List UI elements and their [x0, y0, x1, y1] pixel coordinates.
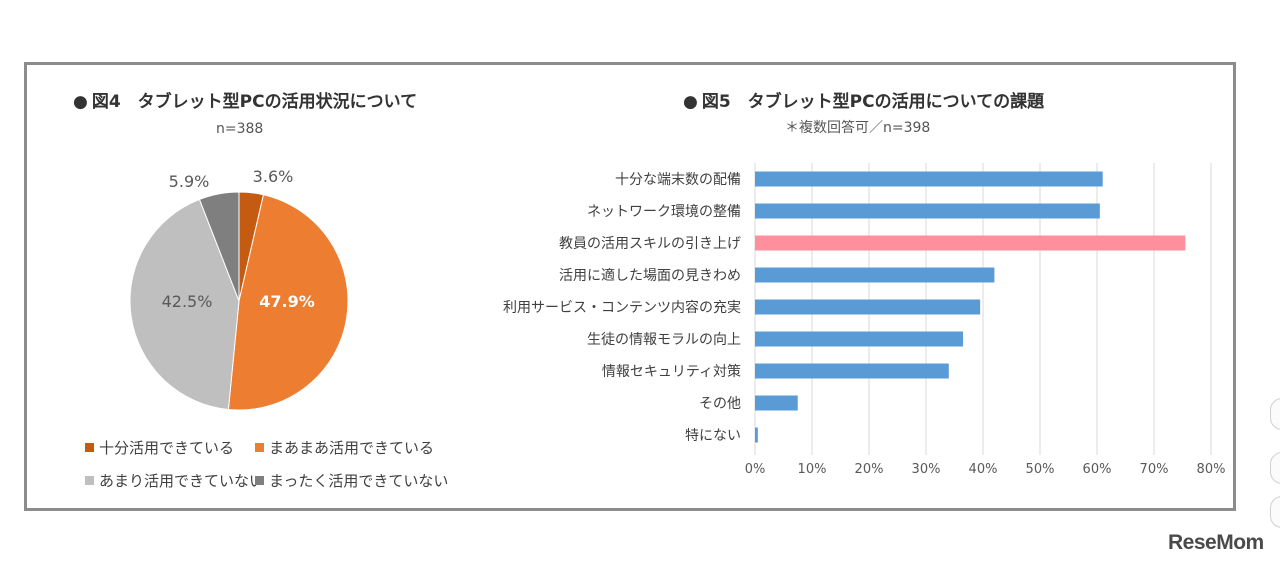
bar-title-text: 図5 タブレット型PCの活用についての課題 — [701, 92, 1045, 112]
bar — [755, 427, 758, 443]
bar — [755, 235, 1186, 251]
x-tick-label: 10% — [798, 462, 827, 477]
legend-label: 十分活用できている — [99, 439, 235, 457]
bar-chart-title: ● 図5 タブレット型PCの活用についての課題 — [683, 87, 1044, 112]
pie-data-label: 5.9% — [169, 172, 210, 191]
y-category-label: 生徒の情報モラルの向上 — [587, 332, 741, 348]
bar — [755, 171, 1103, 187]
x-tick-label: 50% — [1026, 462, 1055, 477]
chart-frame: ● 図4 タブレット型PCの活用状況について n=388 ● 図5 タブレット型PC… — [24, 62, 1236, 511]
legend-item: まあまあ活用できている — [255, 437, 434, 458]
bar — [755, 395, 798, 411]
bar — [755, 299, 981, 315]
x-tick-label: 80% — [1197, 462, 1226, 477]
side-button[interactable] — [1270, 452, 1280, 484]
x-tick-label: 60% — [1083, 462, 1112, 477]
bar-chart-subtitle: ＊複数回答可／n=398 — [785, 120, 931, 136]
bullet-icon: ● — [683, 92, 698, 112]
y-category-label: 教員の活用スキルの引き上げ — [559, 236, 741, 252]
y-category-label: 十分な端末数の配備 — [615, 172, 741, 188]
pie-data-label: 3.6% — [253, 167, 294, 186]
y-category-label: その他 — [699, 396, 741, 412]
legend-label: あまり活用できていない — [99, 472, 265, 490]
x-tick-label: 70% — [1140, 462, 1169, 477]
bar — [755, 331, 964, 347]
legend-item: あまり活用できていない — [85, 470, 264, 491]
pie-chart-subtitle: n=388 — [216, 121, 264, 137]
legend-swatch — [85, 443, 94, 452]
pie-data-label: 42.5% — [162, 292, 213, 311]
pie-title-text: 図4 タブレット型PCの活用状況について — [91, 92, 418, 112]
bullet-icon: ● — [73, 92, 88, 112]
y-category-label: 活用に適した場面の見きわめ — [559, 267, 741, 284]
pie-slice — [227, 194, 349, 411]
y-category-label: ネットワーク環境の整備 — [587, 204, 741, 220]
x-tick-label: 30% — [912, 462, 941, 477]
x-tick-label: 40% — [969, 462, 998, 477]
legend-label: まあまあ活用できている — [269, 439, 435, 457]
bar — [755, 203, 1100, 219]
pie-slice — [198, 191, 240, 302]
bar — [755, 267, 995, 283]
legend-label: まったく活用できていない — [269, 472, 449, 490]
pie-chart: 3.6% 47.9% 42.5% 5.9% — [129, 167, 349, 411]
x-tick-label: 0% — [745, 462, 766, 477]
legend-item: 十分活用できている — [85, 437, 234, 458]
logo: ReseMom — [1168, 531, 1264, 554]
y-category-label: 利用サービス・コンテンツ内容の充実 — [503, 299, 741, 316]
legend-swatch — [85, 476, 94, 485]
y-category-label: 情報セキュリティ対策 — [602, 363, 741, 380]
side-button[interactable] — [1270, 496, 1280, 528]
legend-item: まったく活用できていない — [255, 470, 448, 491]
bar-chart: 0% 10% 20% 30% 40% 50% 60% 70% 80% 十分な端末数の配備ネットワー… — [503, 163, 1226, 477]
pie-chart-title: ● 図4 タブレット型PCの活用状況について — [73, 87, 417, 112]
y-category-label: 特にない — [685, 428, 741, 444]
x-tick-label: 20% — [855, 462, 884, 477]
legend-swatch — [255, 443, 264, 452]
pie-data-label: 47.9% — [259, 292, 315, 311]
pie-slice — [129, 198, 240, 411]
side-button[interactable] — [1270, 398, 1280, 430]
bar — [755, 363, 949, 379]
legend-swatch — [255, 476, 264, 485]
